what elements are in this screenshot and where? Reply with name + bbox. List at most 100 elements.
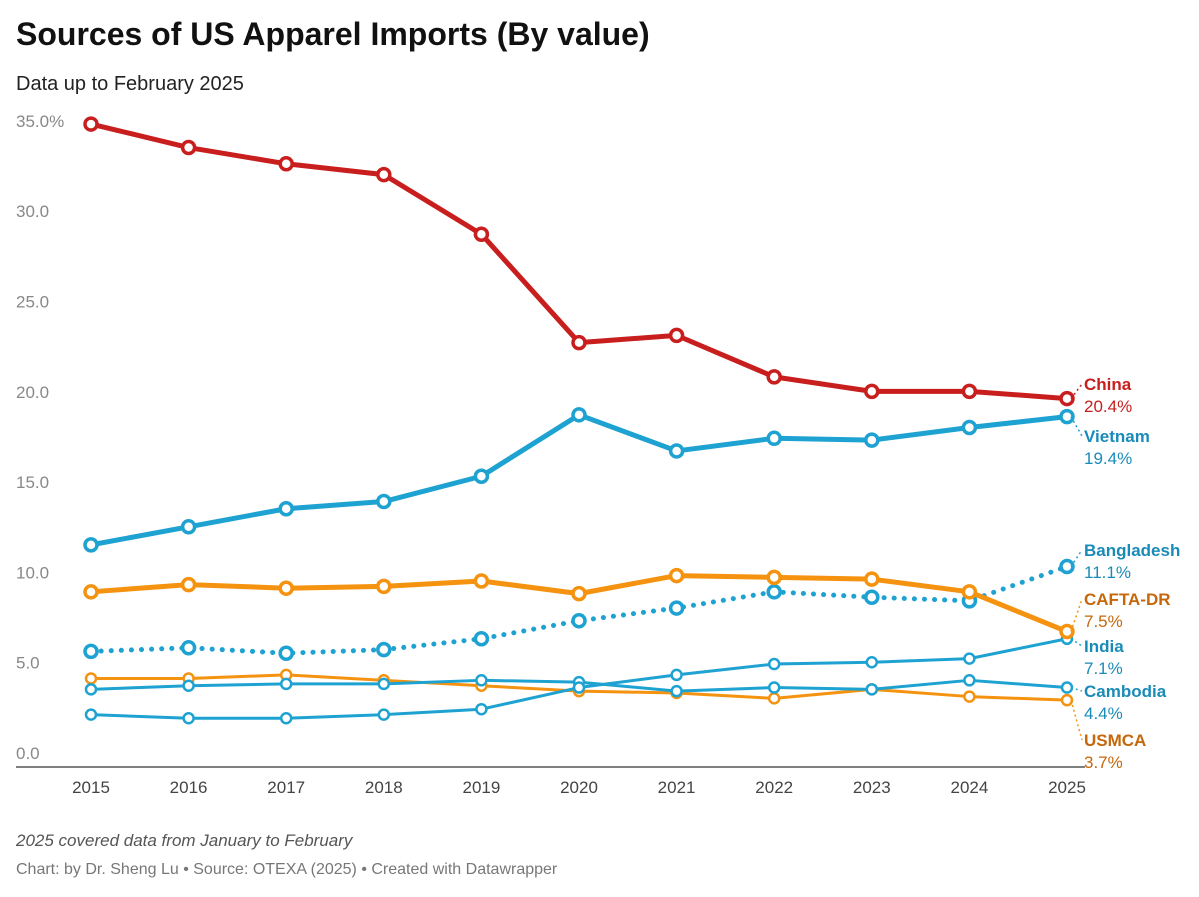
- data-point-china: [961, 383, 978, 400]
- label-connector: [1070, 383, 1083, 400]
- y-tick-label: 30.0: [16, 202, 49, 221]
- data-point-cambodia: [670, 684, 683, 698]
- chart-subtitle: Data up to February 2025: [16, 73, 244, 95]
- y-tick-label: 5.0: [16, 654, 40, 673]
- data-point-cafta-dr: [473, 573, 490, 589]
- data-point-china: [376, 166, 392, 183]
- data-point-cambodia: [1060, 681, 1074, 694]
- x-tick-label: 2024: [950, 778, 988, 797]
- series-label-name: India: [1084, 637, 1124, 656]
- x-tick-label: 2025: [1048, 778, 1086, 797]
- data-point-bangladesh: [278, 645, 294, 661]
- label-connector: [1070, 638, 1083, 647]
- series-label-name: China: [1084, 375, 1132, 394]
- data-point-usmca: [84, 672, 98, 685]
- series-label-name: Vietnam: [1084, 427, 1150, 446]
- data-point-bangladesh: [1059, 558, 1075, 575]
- data-point-cafta-dr: [1059, 623, 1075, 640]
- series-label-value: 20.4%: [1084, 397, 1132, 416]
- data-point-cambodia: [84, 683, 98, 696]
- data-point-bangladesh: [668, 600, 685, 616]
- series-label-value: 19.4%: [1084, 449, 1132, 468]
- label-connector: [1070, 598, 1083, 632]
- y-tick-label: 25.0: [16, 293, 49, 312]
- series-label-value: 11.1%: [1084, 563, 1131, 582]
- data-point-vietnam: [376, 493, 392, 510]
- x-tick-label: 2019: [462, 778, 500, 797]
- data-point-china: [864, 383, 880, 400]
- x-tick-label: 2016: [170, 778, 208, 797]
- data-point-bangladesh: [571, 612, 587, 629]
- data-point-india: [377, 708, 391, 721]
- chart-title: Sources of US Apparel Imports (By value): [16, 16, 650, 52]
- data-point-cafta-dr: [961, 584, 978, 600]
- x-tick-label: 2022: [755, 778, 793, 797]
- series-label-value: 4.4%: [1084, 704, 1123, 723]
- data-point-cafta-dr: [668, 567, 685, 584]
- series-line-vietnam: [88, 412, 1070, 548]
- x-tick-label: 2023: [853, 778, 891, 797]
- data-point-vietnam: [278, 500, 294, 517]
- y-tick-label: 20.0: [16, 383, 49, 402]
- data-point-cafta-dr: [180, 576, 197, 593]
- series-label-name: CAFTA-DR: [1084, 590, 1171, 609]
- data-point-bangladesh: [83, 643, 99, 660]
- data-point-india: [279, 711, 293, 725]
- data-point-cafta-dr: [376, 578, 392, 595]
- series-line-china: [88, 121, 1070, 402]
- data-point-cafta-dr: [766, 569, 782, 586]
- data-point-vietnam: [961, 419, 978, 436]
- data-point-vietnam: [668, 443, 685, 459]
- data-point-india: [572, 681, 586, 694]
- x-tick-label: 2021: [658, 778, 696, 797]
- chart-footer: Chart: by Dr. Sheng Lu • Source: OTEXA (…: [16, 861, 558, 878]
- label-connector: [1070, 699, 1083, 741]
- series-label-name: Cambodia: [1084, 682, 1167, 701]
- y-tick-label: 15.0: [16, 473, 49, 492]
- data-point-china: [180, 139, 197, 156]
- data-point-cambodia: [377, 677, 391, 691]
- data-point-vietnam: [1059, 408, 1075, 425]
- data-point-china: [278, 156, 294, 172]
- data-point-vietnam: [180, 519, 197, 535]
- data-point-china: [473, 226, 490, 242]
- series-label-name: USMCA: [1084, 731, 1146, 750]
- data-point-vietnam: [83, 537, 99, 553]
- data-point-cafta-dr: [864, 571, 880, 587]
- label-connector: [1070, 549, 1083, 567]
- data-point-india: [475, 702, 488, 716]
- y-tick-label: 35.0%: [16, 112, 64, 131]
- x-tick-label: 2017: [267, 778, 305, 797]
- x-tick-label: 2015: [72, 778, 110, 797]
- x-tick-label: 2018: [365, 778, 403, 797]
- data-point-bangladesh: [766, 584, 782, 600]
- data-point-india: [963, 652, 976, 665]
- chart-note: 2025 covered data from January to Februa…: [16, 831, 353, 850]
- data-point-china: [83, 116, 99, 132]
- series-label-value: 3.7%: [1084, 753, 1123, 772]
- data-point-vietnam: [864, 432, 880, 448]
- y-tick-label: 0.0: [16, 744, 40, 763]
- data-point-china: [571, 334, 587, 351]
- data-point-india: [865, 656, 879, 669]
- data-point-cambodia: [475, 674, 488, 687]
- data-point-cambodia: [865, 683, 879, 696]
- data-point-bangladesh: [180, 640, 197, 656]
- data-point-bangladesh: [864, 589, 880, 605]
- data-point-vietnam: [571, 407, 587, 423]
- series-label-name: Bangladesh: [1084, 541, 1180, 560]
- data-point-usmca: [963, 690, 976, 703]
- data-point-bangladesh: [473, 631, 490, 647]
- data-point-india: [182, 711, 195, 725]
- data-point-india: [767, 657, 781, 671]
- x-tick-label: 2020: [560, 778, 598, 797]
- series-label-value: 7.1%: [1084, 659, 1123, 678]
- label-connector: [1070, 686, 1083, 692]
- data-point-cambodia: [963, 674, 976, 687]
- data-point-cafta-dr: [278, 580, 294, 596]
- data-point-cafta-dr: [83, 584, 99, 600]
- series-label-value: 7.5%: [1084, 612, 1123, 631]
- data-point-cambodia: [279, 677, 293, 691]
